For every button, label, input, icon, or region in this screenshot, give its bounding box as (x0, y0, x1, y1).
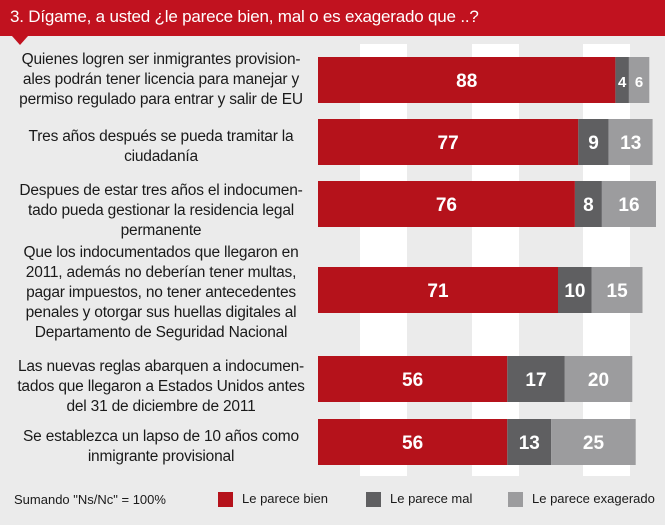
bar-exagerado (601, 181, 656, 227)
chart-title: 3. Dígame, a usted ¿le parece bien, mal … (10, 7, 479, 26)
bar-mal (507, 356, 565, 402)
row-label: Que los indocumentados que llegaron en 20… (8, 243, 314, 343)
legend-swatch-bien (218, 492, 233, 507)
bar-mal (558, 267, 592, 313)
column-stripe (583, 44, 630, 476)
bar-value-label: 17 (525, 370, 546, 391)
bar-value-label: 13 (519, 433, 540, 454)
bar-value-label: 13 (620, 133, 641, 154)
footnote: Sumando "Ns/Nc" = 100% (14, 492, 166, 507)
row-label-line: Quienes logren ser inmigrantes provision… (21, 51, 301, 68)
column-stripe (472, 44, 519, 476)
bar-value-label: 56 (402, 370, 423, 391)
bar-mal (574, 181, 602, 227)
bar-bien (318, 356, 508, 402)
bar-value-label: 56 (402, 433, 423, 454)
bar-value-label: 16 (618, 195, 639, 216)
row-label: Despues de estar tres años el indocumen-… (8, 181, 314, 241)
bar-bien (318, 119, 579, 165)
bar-value-label: 25 (583, 433, 605, 454)
chart-header: 3. Dígame, a usted ¿le parece bien, mal … (0, 0, 665, 36)
row-label-line: permiso regulado para entrar y salir de … (19, 91, 303, 108)
bar-value-label: 15 (607, 281, 629, 302)
bar-exagerado (564, 356, 633, 402)
row-label-line: Despues de estar tres años el indocumen- (19, 182, 303, 199)
bar-value-label: 76 (436, 195, 457, 216)
row-label-line: inmigrante provisional (87, 448, 235, 465)
bar-value-label: 6 (635, 74, 643, 91)
bar-bien (318, 267, 558, 313)
bar-value-label: 88 (456, 71, 477, 92)
bar-value-label: 71 (427, 281, 449, 302)
bar-value-label: 8 (583, 195, 594, 216)
legend-label-exagerado: Le parece exagerado (532, 491, 655, 506)
row-label-line: 2011, además no deberían tener multas, (25, 264, 297, 281)
column-stripe (360, 44, 407, 476)
row-label-line: Departamento de Seguridad Nacional (34, 324, 288, 341)
bar-value-label: 10 (564, 281, 585, 302)
bar-value-label: 77 (438, 133, 459, 154)
row-label-line: Las nuevas reglas abarquen a indocumen- (17, 358, 305, 375)
bar-exagerado (629, 57, 650, 103)
row-label-line: Tres años después se pueda tramitar la (28, 128, 294, 145)
legend-label-mal: Le parece mal (390, 491, 473, 506)
bar-exagerado (591, 267, 643, 313)
bar-exagerado (551, 419, 636, 465)
bar-value-label: 4 (618, 74, 627, 91)
legend-label-bien: Le parece bien (242, 491, 329, 506)
header-notch (12, 36, 28, 45)
row-label-line: tado pueda gestionar la residencia legal (27, 202, 295, 219)
bar-bien (318, 181, 575, 227)
row-label-line: tados que llegaron a Estados Unidos ante… (17, 378, 305, 395)
bar-bien (318, 419, 508, 465)
row-label: Quienes logren ser inmigrantes provision… (8, 50, 314, 110)
bar-value-label: 9 (588, 133, 599, 154)
bar-value-label: 20 (588, 370, 609, 391)
row-label-line: ales podrán tener licencia para manejar … (22, 71, 300, 88)
row-label-line: Se establezca un lapso de 10 años como (23, 428, 299, 445)
row-label-line: permanente (120, 222, 202, 239)
legend-swatch-exagerado (508, 492, 523, 507)
row-label: Tres años después se pueda tramitar la ci… (8, 127, 314, 167)
row-label-line: penales y otorgar sus huellas digitales … (25, 304, 297, 321)
bar-mal (578, 119, 609, 165)
row-label: Se establezca un lapso de 10 años como in… (8, 427, 314, 467)
row-label-line: ciudadanía (124, 148, 198, 165)
row-label-line: del 31 de diciembre de 2011 (66, 398, 256, 415)
row-label: Las nuevas reglas abarquen a indocumen-t… (8, 357, 314, 417)
bar-exagerado (608, 119, 653, 165)
bar-mal (615, 57, 629, 103)
row-label-line: pagar impuestos, no tener antecedentes (26, 284, 296, 301)
bar-mal (507, 419, 552, 465)
bar-bien (318, 57, 616, 103)
legend-swatch-mal (366, 492, 381, 507)
row-label-line: Que los indocumentados que llegaron en (23, 244, 299, 261)
